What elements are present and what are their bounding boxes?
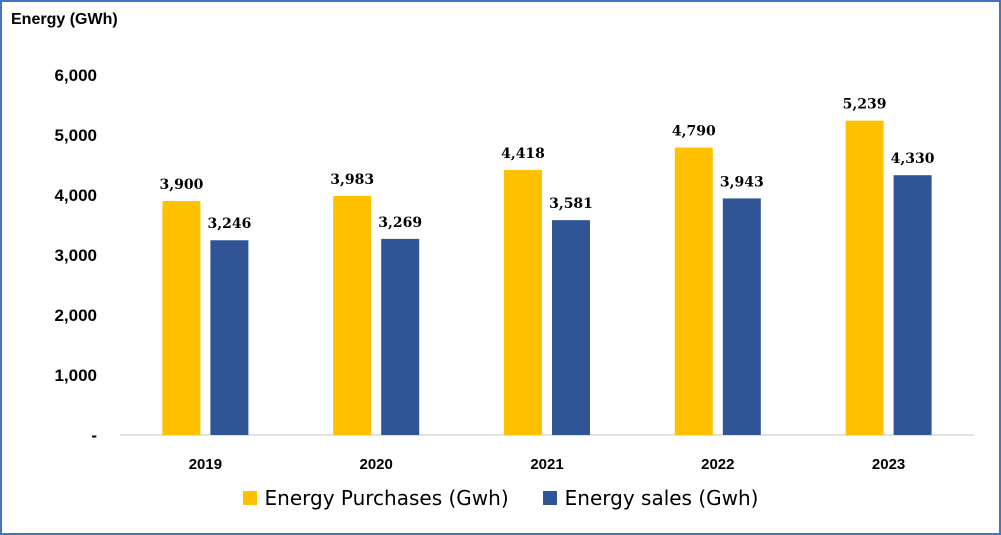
bar-sales-2021 xyxy=(552,220,590,435)
y-tick-label: 1,000 xyxy=(54,366,97,385)
y-tick-label: 3,000 xyxy=(54,246,97,265)
y-axis-label: Energy (GWh) xyxy=(11,11,118,28)
data-label-purchases-2023: 5,239 xyxy=(843,97,887,113)
legend-label-purchases: Energy Purchases (Gwh) xyxy=(264,486,509,510)
data-label-sales-2023: 4,330 xyxy=(891,151,935,167)
bar-purchases-2023 xyxy=(845,120,884,435)
data-label-sales-2022: 3,943 xyxy=(720,174,764,190)
data-label-purchases-2019: 3,900 xyxy=(159,177,203,193)
bar-sales-2019 xyxy=(210,240,249,435)
y-tick-label: 4,000 xyxy=(54,186,97,205)
legend-item-purchases: Energy Purchases (Gwh) xyxy=(242,486,509,510)
data-label-purchases-2022: 4,790 xyxy=(672,124,716,140)
y-tick-label: 5,000 xyxy=(54,126,97,145)
legend-item-sales: Energy sales (Gwh) xyxy=(542,486,759,510)
y-tick-label: - xyxy=(91,426,97,445)
data-label-purchases-2021: 4,418 xyxy=(501,146,545,162)
bar-sales-2023 xyxy=(893,175,932,435)
bar-purchases-2019 xyxy=(162,201,201,435)
data-label-sales-2021: 3,581 xyxy=(549,196,593,212)
bar-sales-2020 xyxy=(381,238,420,435)
x-tick-label-2022: 2022 xyxy=(701,456,734,473)
bar-purchases-2022 xyxy=(674,147,713,435)
x-tick-label-2023: 2023 xyxy=(872,456,905,473)
y-tick-label: 6,000 xyxy=(54,66,97,85)
data-label-sales-2019: 3,246 xyxy=(207,216,251,232)
data-label-purchases-2020: 3,983 xyxy=(330,172,374,188)
bar-chart: - 1,000 2,000 3,000 4,000 5,000 6,000 3,900 3,24… xyxy=(54,66,974,473)
bar-purchases-2020 xyxy=(333,196,372,435)
x-tick-label-2021: 2021 xyxy=(530,456,563,473)
legend-label-sales: Energy sales (Gwh) xyxy=(564,486,759,510)
y-tick-label: 2,000 xyxy=(54,306,97,325)
legend-swatch-sales xyxy=(542,491,557,505)
legend: Energy Purchases (Gwh) Energy sales (Gwh… xyxy=(2,486,999,510)
legend-swatch-purchases xyxy=(242,491,257,505)
data-label-sales-2020: 3,269 xyxy=(378,215,422,231)
x-tick-label-2019: 2019 xyxy=(189,456,222,473)
bar-sales-2022 xyxy=(722,198,761,435)
x-tick-label-2020: 2020 xyxy=(360,456,393,473)
bar-purchases-2021 xyxy=(504,169,542,436)
